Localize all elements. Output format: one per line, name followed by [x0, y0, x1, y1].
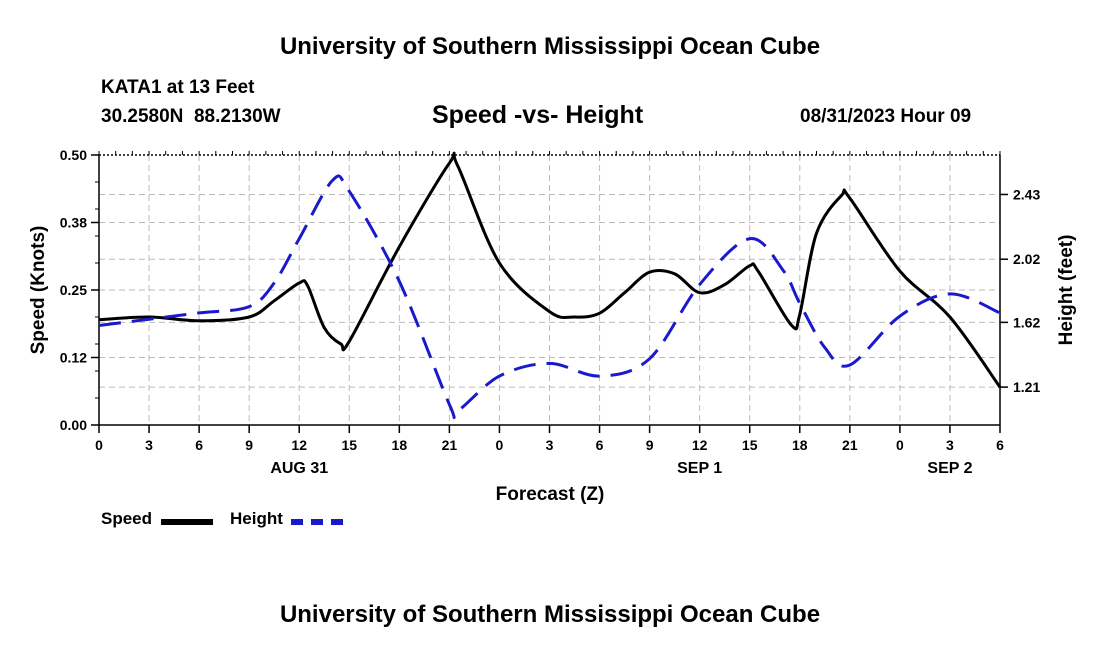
legend-height-swatch	[291, 519, 343, 525]
x-tick-label: 9	[245, 437, 253, 453]
x-tick-label: 6	[596, 437, 604, 453]
date-label: SEP 2	[927, 460, 972, 477]
x-tick-label: 9	[646, 437, 654, 453]
y2-tick-label: 1.62	[1013, 314, 1040, 330]
coordinates-label: 30.2580N 88.2130W	[101, 106, 281, 127]
date-label: SEP 1	[677, 460, 722, 477]
x-tick-label: 18	[392, 437, 408, 453]
y-tick-label: 0.25	[60, 282, 87, 298]
y2-tick-label: 2.43	[1013, 186, 1040, 202]
y-tick-label: 0.50	[60, 147, 87, 163]
x-tick-label: 3	[546, 437, 554, 453]
x-axis-title: Forecast (Z)	[496, 484, 605, 505]
x-tick-label: 21	[442, 437, 458, 453]
datetime-label: 08/31/2023 Hour 09	[800, 106, 972, 127]
x-tick-label: 3	[145, 437, 153, 453]
grid	[99, 155, 1000, 425]
legend-speed-swatch	[161, 519, 213, 525]
x-tick-label: 12	[291, 437, 307, 453]
chart-subtitle: Speed -vs- Height	[432, 101, 644, 129]
station-label: KATA1 at 13 Feet	[101, 77, 255, 98]
date-label: AUG 31	[270, 460, 328, 477]
legend-speed-label: Speed	[101, 509, 153, 528]
footer-title: University of Southern Mississippi Ocean…	[279, 601, 821, 628]
series-lines	[98, 151, 1002, 420]
y2-tick-label: 1.21	[1013, 379, 1040, 395]
y2-axis-title: Height (feet)	[1056, 235, 1077, 346]
y-tick-label: 0.38	[60, 215, 87, 231]
series-line-speed	[98, 151, 1002, 389]
x-tick-label: 15	[742, 437, 758, 453]
y-axis-title: Speed (Knots)	[28, 226, 49, 355]
x-tick-label: 3	[946, 437, 954, 453]
y-tick-label: 0.12	[60, 350, 87, 366]
x-tick-label: 6	[195, 437, 203, 453]
x-tick-label: 0	[896, 437, 904, 453]
y-tick-label: 0.00	[60, 417, 87, 433]
x-tick-label: 12	[692, 437, 708, 453]
axes: 0 3 6 9 12 15 18 21 0 3 6 9 12 15 18 21 0 3 6 AUG 31 SEP 1 SE…	[60, 147, 1041, 477]
x-tick-label: 0	[496, 437, 504, 453]
legend-height-label: Height	[230, 509, 283, 528]
x-tick-label: 15	[341, 437, 357, 453]
series-line-height	[98, 174, 1001, 420]
page-title: University of Southern Mississippi Ocean…	[279, 33, 821, 60]
x-tick-label: 0	[95, 437, 103, 453]
x-tick-label: 18	[792, 437, 808, 453]
x-tick-label: 21	[842, 437, 858, 453]
x-tick-label: 6	[996, 437, 1004, 453]
y2-tick-label: 2.02	[1013, 251, 1040, 267]
